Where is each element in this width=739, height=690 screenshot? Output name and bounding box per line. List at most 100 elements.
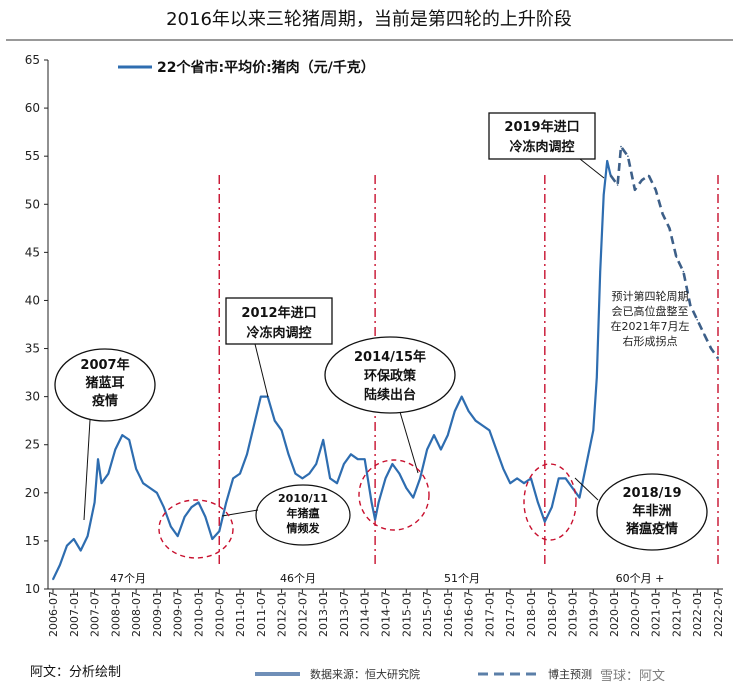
- cycle-months-1: 47个月: [110, 572, 146, 585]
- callout-2019-box: [488, 112, 596, 160]
- data-point: [183, 516, 186, 518]
- data-point: [419, 477, 421, 480]
- x-tick-label: 2022-01: [691, 591, 704, 637]
- callout-2014-text: 2014/15年环保政策陆续出台: [354, 349, 426, 403]
- data-point: [225, 501, 227, 504]
- callout-2019-text: 2019年进口冷冻肉调控: [504, 119, 579, 155]
- data-point: [232, 477, 234, 480]
- callout-2010-text: 2010/11 年猪瘟情频发: [278, 492, 328, 535]
- data-point: [675, 256, 678, 259]
- x-tick-label: 2011-07: [255, 591, 268, 637]
- data-point: [481, 424, 484, 427]
- x-tick-label: 2012-07: [296, 591, 309, 637]
- data-point: [142, 482, 144, 485]
- data-point: [703, 333, 705, 335]
- x-tick-label: 2016-01: [442, 591, 455, 637]
- x-tick-label: 2013-07: [338, 591, 351, 637]
- data-point: [620, 145, 622, 148]
- data-point: [322, 439, 325, 441]
- data-point: [627, 155, 629, 157]
- y-tick-label: 50: [25, 197, 40, 211]
- x-tick-label: 2021-01: [650, 591, 663, 637]
- data-point: [544, 520, 546, 523]
- x-tick-label: 2014-07: [380, 591, 393, 637]
- data-point: [606, 160, 608, 162]
- callout-2018-text: 2018/19 年非洲猪瘟疫情: [622, 486, 681, 537]
- data-point: [273, 419, 276, 422]
- data-point: [197, 501, 200, 504]
- callout-2018-bubble: [596, 473, 708, 551]
- data-point: [343, 463, 345, 465]
- data-point: [571, 487, 574, 489]
- x-tick-label: 2021-07: [670, 591, 683, 637]
- y-tick-label: 45: [25, 245, 40, 259]
- data-point: [149, 487, 151, 489]
- x-tick-label: 2017-01: [483, 591, 496, 637]
- data-point: [218, 530, 221, 533]
- x-tick-label: 2022-07: [712, 591, 725, 637]
- data-point: [308, 472, 311, 475]
- x-tick-label: 2019-01: [567, 591, 580, 637]
- pork-price-series-line: [52, 159, 612, 580]
- x-tick-label: 2008-01: [109, 591, 122, 637]
- chart-title: 2016年以来三轮猪周期，当前是第四轮的上升阶段: [166, 9, 572, 30]
- y-tick-label: 25: [25, 438, 40, 452]
- data-point: [564, 477, 567, 480]
- x-tick-label: 2015-01: [400, 591, 413, 637]
- data-point: [239, 472, 241, 475]
- data-point: [488, 429, 491, 432]
- y-tick-label: 20: [25, 486, 40, 500]
- data-point: [647, 174, 650, 177]
- data-point: [398, 472, 401, 475]
- callout-2010-bubble: [255, 484, 351, 546]
- data-point: [59, 564, 61, 566]
- y-tick-label: 30: [25, 390, 40, 404]
- highlight-circle-2018: [523, 463, 577, 541]
- data-point: [384, 477, 387, 480]
- data-point: [135, 468, 137, 470]
- data-point: [557, 477, 560, 480]
- data-point: [86, 535, 89, 537]
- footer-author: 阿文：分析绘制: [30, 665, 121, 680]
- data-point: [391, 463, 394, 465]
- data-point: [661, 213, 664, 215]
- data-point: [602, 193, 605, 196]
- data-point: [616, 184, 619, 186]
- y-tick-label: 55: [25, 149, 40, 163]
- data-point: [516, 477, 518, 480]
- x-axis: 2006-07 2007-01 2007-07 2008-01 2008-07 2009-…: [47, 589, 725, 637]
- data-point: [246, 453, 248, 456]
- x-tick-label: 2007-07: [89, 591, 102, 637]
- highlight-circle-2014: [358, 459, 430, 531]
- x-tick-label: 2009-01: [151, 591, 164, 637]
- data-point: [294, 472, 297, 475]
- data-point: [156, 492, 158, 494]
- data-point: [301, 477, 304, 480]
- x-tick-label: 2008-07: [130, 591, 143, 637]
- data-point: [121, 434, 124, 436]
- data-point: [710, 347, 712, 350]
- data-point: [426, 448, 428, 451]
- highlight-circle-2010: [158, 499, 234, 559]
- data-point: [176, 535, 179, 537]
- data-point: [66, 544, 68, 547]
- data-point: [440, 448, 442, 451]
- x-tick-label: 2010-07: [213, 591, 226, 637]
- data-point: [315, 463, 318, 465]
- y-axis: 10 15 20 25 30 35 40 45 50 55 60 65: [25, 53, 48, 596]
- callout-2019-pointer: [579, 158, 605, 179]
- callout-2007-pointer: [83, 419, 91, 521]
- data-point: [551, 506, 553, 509]
- data-point: [433, 434, 435, 436]
- data-point: [405, 487, 408, 489]
- data-point: [370, 501, 373, 504]
- data-point: [654, 189, 657, 191]
- data-point: [509, 482, 512, 485]
- data-point: [128, 439, 130, 441]
- data-point: [682, 270, 685, 273]
- data-point: [100, 482, 103, 485]
- data-point: [609, 174, 612, 177]
- data-point: [689, 304, 692, 307]
- x-tick-label: 2007-01: [68, 591, 81, 637]
